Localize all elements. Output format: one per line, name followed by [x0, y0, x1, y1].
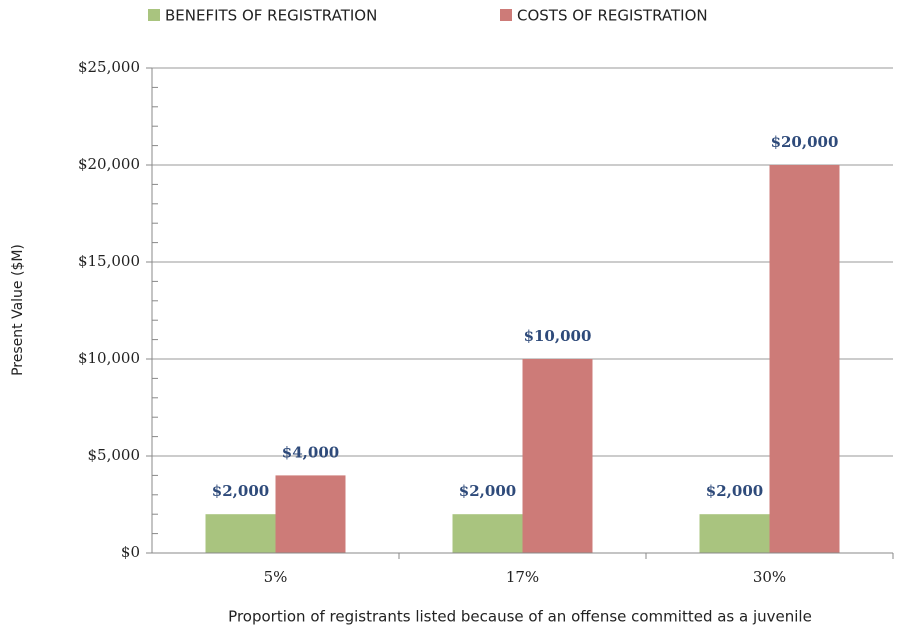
y-tick-label: $0: [121, 543, 140, 561]
value-label: $2,000: [459, 482, 516, 500]
y-axis-label: Present Value ($M): [10, 244, 26, 376]
bar: [275, 475, 346, 553]
y-tick-label: $20,000: [78, 155, 140, 173]
value-label: $2,000: [706, 482, 763, 500]
value-label: $20,000: [771, 133, 839, 151]
legend-swatch: [500, 9, 512, 21]
bar: [205, 514, 276, 553]
value-label: $4,000: [282, 443, 339, 461]
y-tick-label: $15,000: [78, 252, 140, 270]
y-tick-label: $25,000: [78, 58, 140, 76]
bar: [452, 514, 523, 553]
value-label: $2,000: [212, 482, 269, 500]
value-label: $10,000: [524, 327, 592, 345]
y-tick-label: $5,000: [88, 446, 141, 464]
legend-label: COSTS OF REGISTRATION: [517, 7, 708, 25]
x-tick-label: 5%: [264, 568, 288, 586]
x-axis-label: Proportion of registrants listed because…: [228, 608, 812, 626]
x-tick-label: 30%: [753, 568, 786, 586]
x-tick-label: 17%: [506, 568, 539, 586]
bar: [522, 359, 593, 553]
bar: [769, 165, 840, 553]
y-tick-label: $10,000: [78, 349, 140, 367]
legend-swatch: [148, 9, 160, 21]
legend-label: BENEFITS OF REGISTRATION: [165, 7, 377, 25]
bar: [699, 514, 770, 553]
